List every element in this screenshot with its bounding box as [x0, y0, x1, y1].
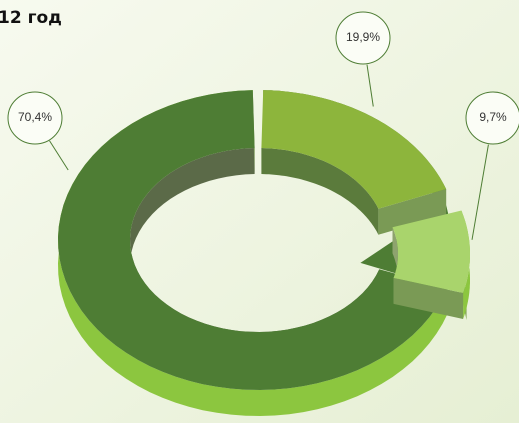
slice-inner-side — [261, 148, 379, 235]
leader-line — [49, 140, 69, 171]
label-bubble — [465, 91, 519, 145]
slice-end — [393, 277, 464, 319]
label-bubble — [335, 11, 391, 65]
slice-top — [58, 90, 448, 390]
pie-slice — [392, 210, 470, 319]
chart-title: 12 год — [0, 8, 62, 28]
slice-top — [392, 210, 470, 293]
slice-top — [261, 90, 447, 209]
pie-slice — [261, 90, 447, 235]
data-label: 70,4% — [18, 110, 52, 124]
leader-line — [471, 144, 489, 240]
slice-end — [378, 189, 447, 235]
data-label: 19,9% — [346, 30, 380, 44]
data-label: 9,7% — [479, 110, 507, 124]
leader-line — [366, 64, 374, 107]
label-bubble — [7, 91, 63, 145]
